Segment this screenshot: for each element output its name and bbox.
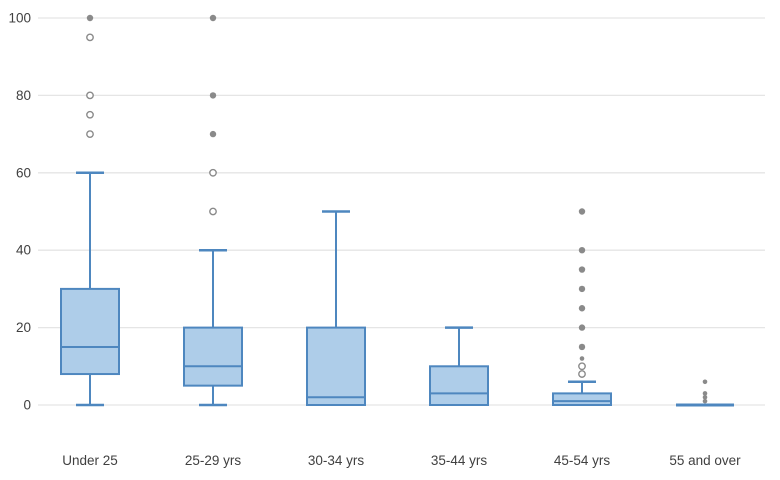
y-tick-label: 40: [16, 243, 31, 258]
outlier-filled-point: [578, 285, 586, 293]
y-tick-label: 20: [16, 320, 31, 335]
outlier-open-point: [578, 362, 586, 371]
outlier-filled-point: [702, 394, 708, 400]
outlier-open-point: [209, 168, 217, 177]
category-label: 25-29 yrs: [185, 453, 242, 468]
outlier-filled-point: [702, 391, 708, 396]
y-tick-label: 60: [16, 165, 31, 180]
category-label: Under 25: [62, 453, 118, 468]
category-label: 35-44 yrs: [431, 453, 488, 468]
outlier-open-point: [86, 33, 94, 42]
outlier-filled-point: [578, 208, 586, 215]
outlier-open-point: [209, 207, 217, 216]
outlier-filled-point: [702, 398, 708, 404]
y-tick-label: 0: [23, 398, 31, 413]
outlier-filled-point: [209, 92, 217, 99]
box-rect: [429, 365, 489, 406]
outlier-filled-point: [578, 266, 586, 273]
category-label: 30-34 yrs: [308, 453, 365, 468]
y-tick-label: 100: [8, 11, 31, 26]
outlier-open-point: [86, 91, 94, 100]
outlier-filled-point: [578, 247, 586, 254]
box-rect: [183, 326, 243, 387]
outlier-open-point: [86, 110, 94, 119]
y-tick-label: 80: [16, 88, 31, 103]
outlier-open-point: [86, 130, 94, 139]
category-label: 55 and over: [669, 453, 741, 468]
outlier-filled-point: [702, 379, 708, 385]
box-rect: [306, 326, 366, 407]
outlier-filled-point: [209, 130, 217, 138]
category-label: 45-54 yrs: [554, 453, 611, 468]
outlier-filled-point: [209, 14, 217, 22]
outlier-filled-point: [578, 305, 586, 312]
outlier-filled-point: [578, 343, 586, 351]
outlier-filled-point: [86, 14, 94, 22]
box-rect: [60, 287, 120, 376]
outlier-filled-point: [579, 356, 585, 361]
outlier-open-point: [578, 370, 586, 378]
outlier-filled-point: [578, 324, 586, 331]
box-rect: [552, 392, 612, 407]
